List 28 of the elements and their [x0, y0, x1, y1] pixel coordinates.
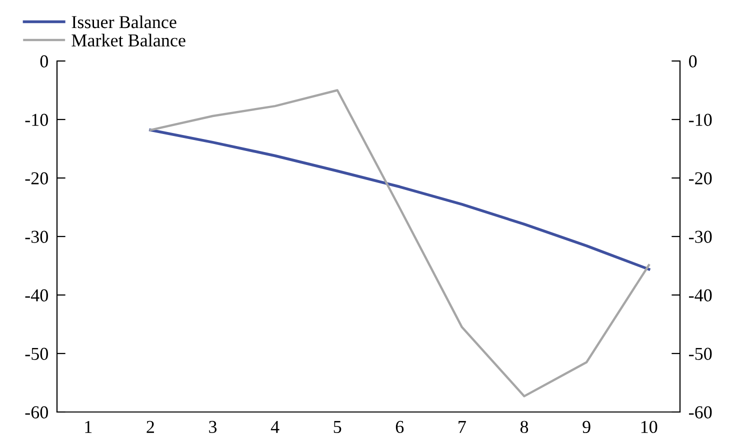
- x-tick-label: 5: [334, 421, 342, 434]
- y-tick-label: -30: [25, 230, 48, 243]
- y-tick-label: -60: [25, 406, 48, 418]
- legend-label: Market Balance: [72, 34, 186, 46]
- legend-label: Issuer Balance: [72, 16, 176, 28]
- y-tick-label: -50: [25, 348, 48, 360]
- y2-tick-label: -40: [689, 289, 712, 302]
- y-tick-label: -20: [25, 172, 48, 184]
- y-tick-label: 0: [40, 55, 48, 68]
- y2-tick-label: -10: [689, 114, 712, 126]
- x-tick-label: 6: [396, 420, 404, 434]
- x-tick-label: 8: [520, 420, 528, 434]
- line-series: [149, 128, 650, 271]
- x-tick-label: 10: [641, 420, 658, 434]
- x-tick-label: 1: [85, 420, 92, 433]
- x-tick-label: 7: [458, 421, 466, 433]
- x-tick-label: 4: [270, 420, 280, 433]
- x-tick-label: 9: [582, 420, 590, 434]
- y2-tick-label: 0: [689, 55, 697, 68]
- y2-tick-label: -60: [689, 406, 712, 418]
- y2-tick-label: -30: [689, 230, 712, 243]
- y2-tick-label: -20: [689, 172, 712, 184]
- x-tick-label: 2: [146, 420, 154, 433]
- y-tick-label: -40: [25, 289, 48, 302]
- y-tick-label: -10: [25, 114, 48, 126]
- line-series: [149, 89, 650, 398]
- x-tick-label: 3: [209, 420, 217, 434]
- y2-tick-label: -50: [689, 348, 712, 360]
